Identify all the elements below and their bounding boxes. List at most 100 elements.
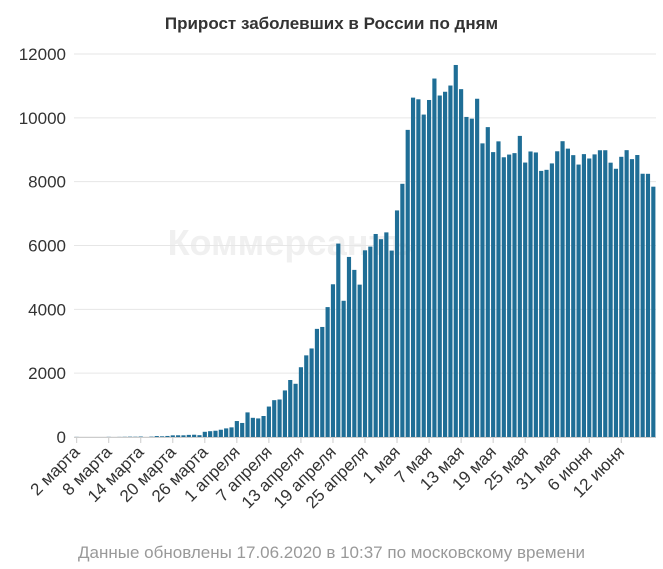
bar [352,269,357,437]
bar [272,400,277,437]
bar [160,436,165,437]
bar [560,141,565,437]
bar [581,154,586,437]
y-tick-label: 0 [57,428,66,447]
bar [416,99,421,437]
bar [170,435,175,437]
bar [400,183,405,437]
bar [309,348,314,437]
bar [576,164,581,437]
bar [213,430,218,437]
bar [357,284,362,437]
bar [523,162,528,438]
bar [320,326,325,437]
bar [240,422,245,437]
bar [533,152,538,437]
y-tick-label: 2000 [28,364,66,383]
bar [624,150,629,437]
bar [448,85,453,437]
bar [421,114,426,437]
bar [202,431,207,437]
bar [378,239,384,437]
bar [496,141,501,438]
bar [293,383,298,437]
bar [491,152,496,438]
y-tick-label: 6000 [28,237,66,256]
bar [480,143,485,437]
bar [181,435,186,437]
bar [587,158,592,437]
bar [453,64,458,437]
bar [619,156,624,438]
bar [282,390,287,437]
bar [464,116,469,437]
bar [336,243,341,437]
bar [218,429,223,437]
bar [651,186,656,437]
bar [256,418,261,437]
bar [410,97,416,437]
bar [603,150,608,438]
bar [298,367,303,437]
bar [373,233,378,437]
bar [613,168,619,437]
bar [186,434,191,437]
bar [645,173,651,437]
bar [426,99,432,438]
bar [304,355,309,437]
bar [571,155,576,437]
y-tick-label: 8000 [28,173,66,192]
bar [608,162,613,437]
bar [341,300,346,437]
bar [549,163,554,437]
bar [368,246,373,437]
bar [405,129,410,437]
bar [555,151,560,437]
bar [165,435,170,437]
bar [389,250,394,437]
bar [288,380,293,437]
bar [234,421,239,437]
chart-title: Прирост заболевших в России по дням [164,14,499,33]
bar [597,150,603,437]
y-tick-label: 4000 [28,300,66,319]
bar [224,428,229,437]
bar [314,328,320,437]
bar [245,412,250,437]
bar [261,416,266,437]
bar [517,135,522,437]
bar [640,173,645,437]
bar [501,157,506,437]
bar [475,98,480,437]
bar [362,250,368,437]
bar [266,406,271,437]
bar [512,153,517,437]
bar [229,427,234,437]
bar [485,127,490,438]
bar [528,151,533,437]
bar [384,232,389,437]
bar [432,78,437,437]
bar [635,155,640,437]
bar [208,431,213,437]
bar [330,284,336,437]
bar [197,435,202,437]
bar [394,210,400,437]
bar [325,307,330,437]
bar [154,436,159,437]
bar [437,95,442,438]
bar [565,148,570,437]
bar [629,159,635,437]
bar [459,89,464,437]
y-tick-label: 12000 [19,45,66,64]
bar [192,434,197,437]
bar [250,417,255,437]
bar [539,170,544,437]
bar [469,118,474,437]
update-footer: Данные обновлены 17.06.2020 в 10:37 по м… [78,543,585,562]
bar [443,91,448,437]
bar [277,399,282,437]
bar [507,154,512,437]
